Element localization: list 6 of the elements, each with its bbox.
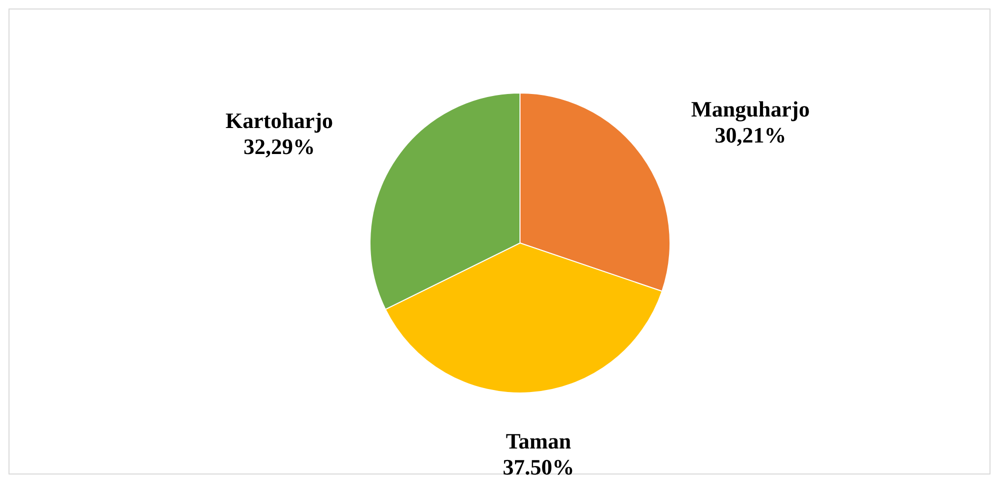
slice-label: Kartoharjo [225,108,334,134]
data-label: 37.50% [502,454,574,480]
data-label: 30,21% [714,122,786,148]
slice-label: Taman [506,428,572,454]
data-label: 32,29% [244,134,316,160]
slice-label: Manguharjo [691,96,810,122]
